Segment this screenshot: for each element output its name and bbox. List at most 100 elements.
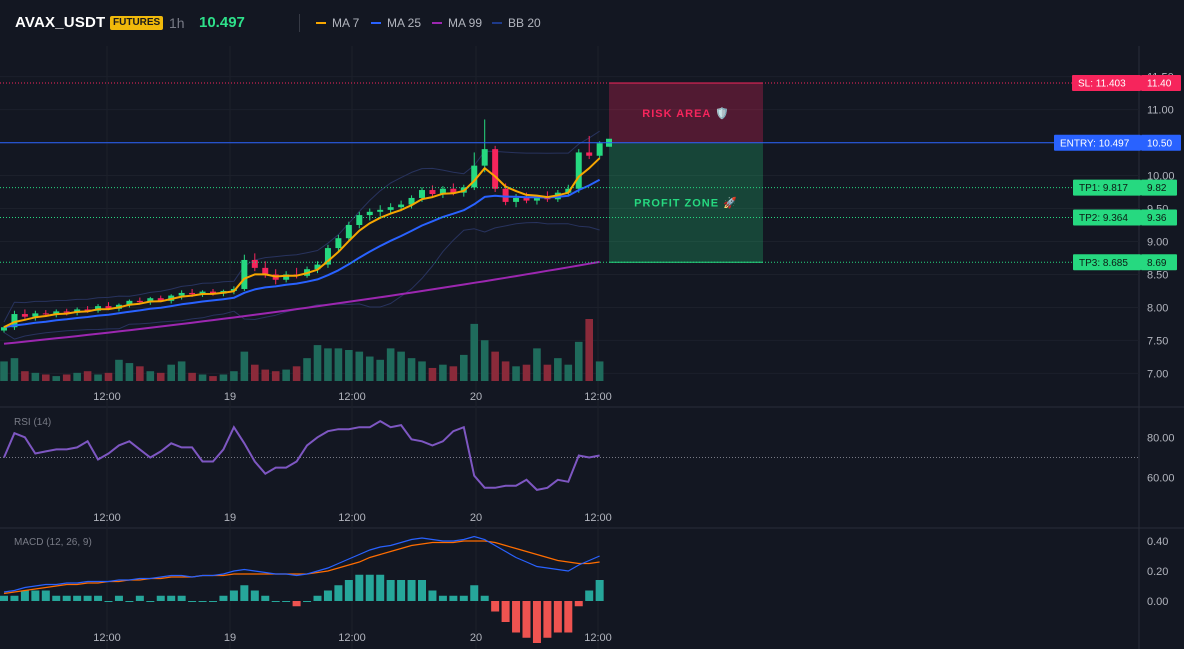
candle-body bbox=[11, 314, 18, 328]
legend-ma25[interactable]: MA 25 bbox=[371, 16, 421, 30]
candle-body bbox=[565, 188, 572, 193]
ma99-line bbox=[3, 260, 600, 345]
macd-histogram-bar bbox=[585, 590, 594, 601]
candle-body bbox=[513, 197, 520, 202]
volume-bar bbox=[209, 376, 217, 381]
macd-histogram-bar bbox=[564, 601, 573, 633]
legend-bb20[interactable]: BB 20 bbox=[492, 16, 541, 30]
macd-title: MACD (12, 26, 9) bbox=[14, 537, 92, 548]
candle-body bbox=[53, 311, 60, 315]
time-tick-label: 12:00 bbox=[338, 632, 366, 644]
volume-bar bbox=[104, 372, 113, 381]
entry-tag[interactable]: ENTRY: 10.497 10.50 bbox=[1054, 134, 1181, 151]
candlesticks bbox=[1, 119, 603, 333]
macd-histogram-bar bbox=[418, 580, 426, 601]
volume-bar bbox=[386, 348, 395, 381]
macd-histogram-bar bbox=[135, 595, 144, 601]
volume-bar bbox=[0, 361, 8, 381]
candle-body bbox=[314, 264, 321, 270]
macd-histogram-bar bbox=[271, 601, 280, 602]
volume-bar bbox=[397, 351, 405, 381]
macd-histogram-bar bbox=[62, 595, 71, 601]
trade-zones: RISK AREA 🛡️ PROFIT ZONE 🚀 bbox=[606, 82, 763, 263]
legend-ma7[interactable]: MA 7 bbox=[316, 16, 359, 30]
volume-bar bbox=[313, 345, 322, 381]
macd-histogram-bar bbox=[376, 574, 385, 601]
volume-bar bbox=[365, 356, 374, 381]
macd-histogram-bar bbox=[428, 590, 437, 601]
macd-histogram-bar bbox=[355, 574, 364, 601]
take-profit-1-tag[interactable]: TP1: 9.817 9.82 bbox=[1073, 179, 1177, 196]
volume-bar bbox=[303, 358, 311, 381]
header-divider bbox=[299, 14, 300, 32]
macd-histogram-bar bbox=[94, 595, 103, 601]
candle-body bbox=[345, 225, 352, 239]
stop-loss-tag[interactable]: SL: 11.403 11.40 bbox=[1072, 74, 1181, 91]
volume-bar bbox=[282, 369, 290, 381]
price-axis[interactable]: 11.5011.0010.5010.009.509.008.508.007.50… bbox=[1147, 72, 1175, 381]
candle-body bbox=[366, 211, 373, 216]
volume-bar bbox=[42, 374, 50, 381]
risk-area-box[interactable] bbox=[609, 82, 763, 143]
macd-histogram-bar bbox=[41, 590, 50, 601]
ma25-line bbox=[3, 178, 601, 329]
volume-bar bbox=[219, 374, 228, 381]
volume-bar bbox=[501, 361, 510, 381]
macd-histogram-bar bbox=[188, 601, 197, 602]
symbol-name[interactable]: AVAX_USDT bbox=[15, 14, 106, 31]
macd-histogram-bar bbox=[83, 595, 92, 601]
profit-zone-box[interactable] bbox=[609, 142, 763, 263]
macd-tick-label: 0.20 bbox=[1147, 566, 1168, 578]
rsi-pane[interactable]: RSI (14) 80.00 60.00 bbox=[0, 417, 1175, 491]
candle-body bbox=[408, 197, 415, 205]
legend-ma99[interactable]: MA 99 bbox=[432, 16, 482, 30]
macd-histogram-bar bbox=[574, 601, 583, 607]
take-profit-3-tag[interactable]: TP3: 8.685 8.69 bbox=[1073, 254, 1177, 271]
macd-histogram-bar bbox=[167, 595, 176, 601]
interval-selector[interactable]: 1h bbox=[169, 15, 185, 31]
candle-body bbox=[136, 300, 143, 303]
time-tick-label: 20 bbox=[470, 512, 482, 524]
macd-histogram-bar bbox=[595, 580, 604, 601]
candle-body bbox=[32, 313, 39, 317]
volume-bar bbox=[334, 348, 343, 381]
macd-histogram-bar bbox=[323, 590, 332, 601]
macd-histogram-bar bbox=[491, 601, 500, 612]
volume-bar bbox=[230, 371, 238, 381]
macd-histogram-bar bbox=[177, 595, 186, 601]
grid-lines bbox=[0, 46, 1139, 649]
macd-pane[interactable]: MACD (12, 26, 9) 0.40 0.20 0.00 bbox=[0, 535, 1168, 643]
macd-histogram-bar bbox=[397, 580, 406, 601]
candle-body bbox=[42, 313, 49, 315]
volume-bar bbox=[376, 359, 384, 381]
macd-histogram-bar bbox=[449, 595, 458, 601]
take-profit-2-axis-value: 9.36 bbox=[1147, 213, 1167, 224]
rsi-tick-label: 80.00 bbox=[1147, 432, 1175, 444]
take-profit-2-tag[interactable]: TP2: 9.364 9.36 bbox=[1073, 209, 1177, 226]
price-tick-label: 9.00 bbox=[1147, 236, 1168, 248]
ma7-swatch-icon bbox=[316, 21, 326, 24]
candle-body bbox=[262, 267, 269, 275]
volume-bar bbox=[292, 366, 301, 381]
candle-body bbox=[283, 274, 290, 280]
macd-histogram-bar bbox=[114, 595, 123, 601]
ma7-line bbox=[3, 157, 601, 329]
take-profit-1-axis-value: 9.82 bbox=[1147, 183, 1167, 194]
candle-body bbox=[178, 292, 185, 296]
macd-histogram-bar bbox=[219, 595, 228, 601]
stop-loss-tag-text: SL: 11.403 bbox=[1078, 78, 1126, 89]
macd-histogram-bar bbox=[480, 595, 489, 601]
rsi-plot: 80.00 60.00 bbox=[0, 419, 1175, 491]
last-price: 10.497 bbox=[199, 14, 245, 31]
macd-histogram-bar bbox=[73, 595, 82, 601]
candle-body bbox=[356, 215, 363, 225]
macd-histogram-bar bbox=[240, 585, 249, 601]
candle-body bbox=[575, 152, 582, 189]
macd-histogram-bar bbox=[386, 580, 395, 601]
volume-bar bbox=[261, 369, 270, 381]
ma99-swatch-icon bbox=[432, 21, 442, 24]
candle-body bbox=[492, 149, 499, 189]
volume-bar bbox=[439, 364, 447, 381]
legend-ma99-label: MA 99 bbox=[448, 16, 483, 30]
